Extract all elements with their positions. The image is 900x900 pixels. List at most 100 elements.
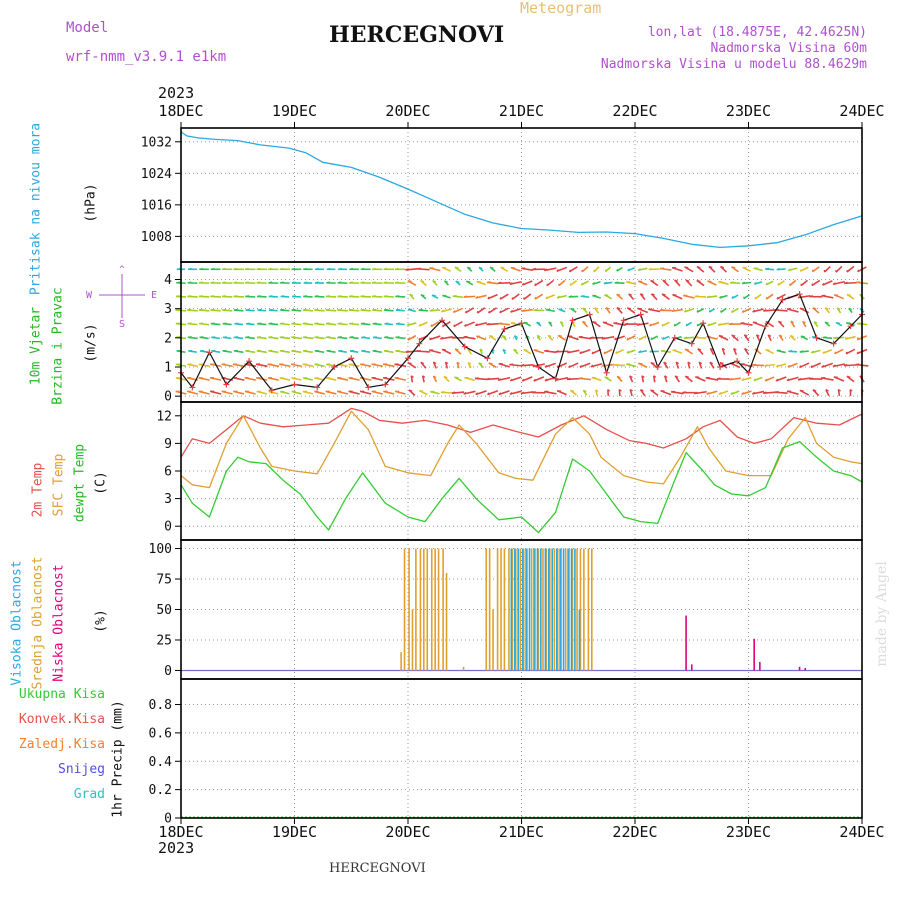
wind-arrow xyxy=(843,364,857,367)
wind-arrow xyxy=(629,375,634,383)
wind-arrow-head xyxy=(463,391,467,395)
wind-arrow xyxy=(581,280,589,286)
wind-arrow xyxy=(533,376,545,382)
wind-arrow-head xyxy=(499,310,502,313)
compass-south: S xyxy=(119,319,125,330)
wind-arrow xyxy=(487,389,499,396)
year-top: 2023 xyxy=(158,84,195,102)
wind-arrow xyxy=(498,390,510,396)
wind-arrow xyxy=(534,293,544,300)
wind-arrow xyxy=(811,266,820,273)
wind-arrow xyxy=(777,280,785,286)
wind-arrow-head xyxy=(537,334,541,338)
y-tick-label: 1032 xyxy=(141,135,172,150)
wind-arrow-head xyxy=(579,351,582,354)
wind-speed-marker xyxy=(688,340,695,347)
wind-arrow xyxy=(523,293,532,300)
wind-arrow-head xyxy=(744,348,748,351)
wind-arrow-head xyxy=(626,350,630,354)
wind-arrow-head xyxy=(787,364,791,368)
wind-arrow-head xyxy=(245,322,250,325)
wind-arrow-head xyxy=(661,293,666,296)
wind-speed-marker xyxy=(405,355,411,362)
wind-arrow-head xyxy=(848,307,853,311)
wind-arrow-head xyxy=(464,310,467,314)
x-tick-label-top: 24DEC xyxy=(839,102,884,120)
wind-arrow xyxy=(603,348,613,355)
wind-arrow-head xyxy=(674,375,679,378)
wind-arrow xyxy=(545,294,556,300)
wind-arrow-head xyxy=(684,266,689,269)
wind-arrow xyxy=(786,376,799,382)
wind-arrow-head xyxy=(683,336,688,339)
wind-arrow-head xyxy=(291,322,296,325)
wind-arrow-head xyxy=(548,321,553,324)
wind-arrow-head xyxy=(187,308,192,311)
wind-arrow-head xyxy=(547,334,552,338)
wind-arrow-head xyxy=(302,308,307,311)
wind-arrow xyxy=(444,361,449,369)
wind-arrow-head xyxy=(303,295,308,298)
wind-arrow-head xyxy=(534,283,537,286)
wind-arrow-head xyxy=(605,306,610,310)
x-tick-label-bottom: 20DEC xyxy=(385,823,430,841)
y-tick-label: 0 xyxy=(164,664,172,679)
wind-arrow-head xyxy=(467,362,472,365)
wind-arrow-head xyxy=(844,281,848,284)
wind-arrow-head xyxy=(718,335,723,337)
wind-arrow-head xyxy=(821,364,825,368)
wind-arrow xyxy=(510,307,522,313)
wind-arrow xyxy=(544,362,556,368)
wind-speed-marker xyxy=(189,384,196,391)
wind-arrow-head xyxy=(799,365,802,368)
x-tick-label-bottom: 22DEC xyxy=(612,823,657,841)
wind-arrow-head xyxy=(523,348,528,351)
wind-arrow xyxy=(743,348,750,355)
wind-arrow xyxy=(581,266,589,273)
wind-speed-marker xyxy=(745,369,752,376)
wind-arrow-head xyxy=(279,322,284,325)
wind-speed-line xyxy=(180,293,863,391)
wind-arrow-head xyxy=(731,310,733,313)
wind-arrow-head xyxy=(813,321,818,324)
wind-arrow-head xyxy=(443,375,448,379)
wind-arrow-head xyxy=(303,267,307,270)
wind-arrow-head xyxy=(411,375,414,378)
wind-arrow-head xyxy=(779,334,783,337)
wind-arrow-head xyxy=(716,377,721,380)
wind-arrow xyxy=(418,321,428,327)
wind-arrow-head xyxy=(720,265,725,269)
wind-arrow-head xyxy=(257,322,262,325)
wind-arrow-head xyxy=(685,323,688,326)
wind-arrow-head xyxy=(579,365,582,368)
wind-arrow-head xyxy=(532,267,537,270)
wind-arrow-head xyxy=(615,351,618,354)
wind-arrow-head xyxy=(291,281,296,284)
wind-arrow xyxy=(590,362,603,368)
x-tick-label-bottom: 24DEC xyxy=(839,823,884,841)
wind-arrow-head xyxy=(291,267,296,270)
wind-arrow-head xyxy=(825,388,829,392)
wind-arrow xyxy=(721,348,726,356)
wind-arrow-head xyxy=(509,363,514,366)
wind-arrow-head xyxy=(337,322,342,325)
wind-arrow xyxy=(709,348,715,356)
wind-arrow xyxy=(755,334,761,342)
wind-arrow-head xyxy=(800,335,805,338)
y-tick-label: 9 xyxy=(164,437,172,452)
wind-arrow xyxy=(410,375,414,383)
year-bottom: 2023 xyxy=(158,839,195,857)
wind-speed-marker xyxy=(734,358,741,365)
wind-arrow-head xyxy=(545,296,548,299)
wind-arrow-head xyxy=(394,281,399,284)
wind-arrow-head xyxy=(835,321,840,324)
wind-speed-marker xyxy=(348,355,355,362)
wind-arrow-head xyxy=(233,281,238,284)
wind-arrow-head xyxy=(544,349,549,352)
wind-arrow-head xyxy=(776,296,779,300)
wind-speed-marker xyxy=(700,320,707,327)
wind-arrow-head xyxy=(696,323,699,327)
wind-arrow-head xyxy=(765,267,770,270)
wind-arrow-head xyxy=(763,391,767,394)
wind-arrow-head xyxy=(257,308,262,311)
